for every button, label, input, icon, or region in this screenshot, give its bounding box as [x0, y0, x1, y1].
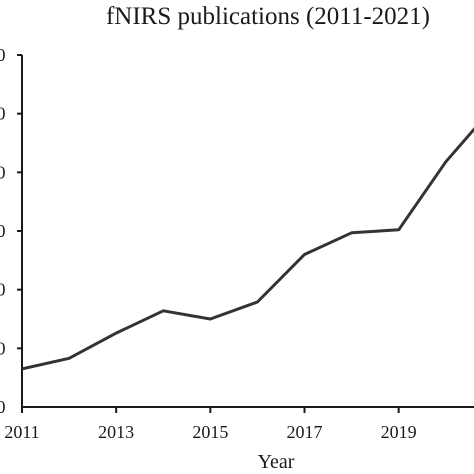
- x-tick-label: 2013: [98, 422, 134, 442]
- y-tick-label: 0: [0, 162, 6, 182]
- chart-title: fNIRS publications (2011-2021): [106, 3, 430, 30]
- y-tick-label: 0: [0, 104, 6, 124]
- y-tick-label: 0: [0, 397, 6, 417]
- series-layer: [22, 127, 474, 371]
- y-tick-label: 0: [0, 338, 6, 358]
- x-tick-label: 2015: [192, 422, 228, 442]
- x-tick-label: 2011: [4, 422, 39, 442]
- x-tick-label: 2017: [287, 422, 323, 442]
- x-tick-label: 2019: [381, 422, 417, 442]
- y-axis-ticks: 0 0 0 0 0 0 0: [0, 45, 22, 417]
- series-line: [22, 127, 474, 371]
- y-tick-label: 0: [0, 45, 6, 65]
- y-tick-label: 0: [0, 221, 6, 241]
- x-axis-ticks: 2011 2013 2015 2017 2019: [4, 407, 417, 442]
- y-tick-label: 0: [0, 280, 6, 300]
- x-axis-label: Year: [258, 451, 295, 473]
